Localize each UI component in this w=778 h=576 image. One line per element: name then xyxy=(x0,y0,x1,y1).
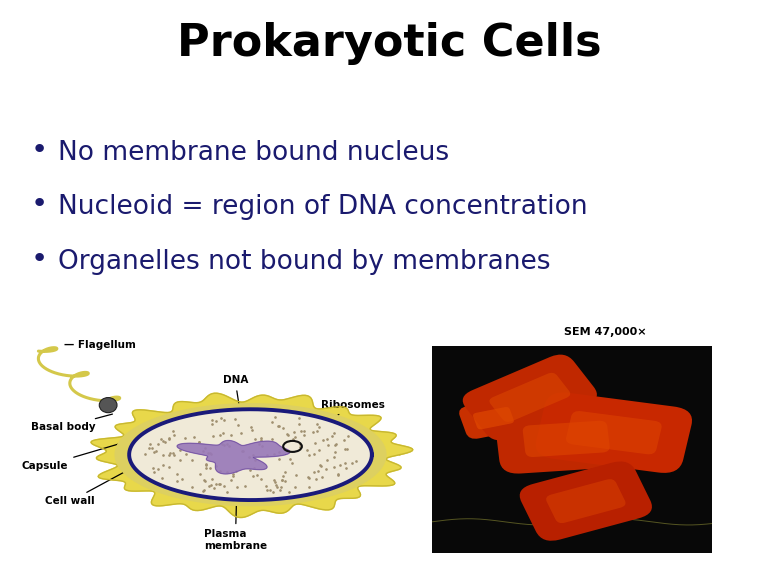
Text: Basal body: Basal body xyxy=(31,414,113,432)
Text: •: • xyxy=(30,191,47,218)
Text: SEM 47,000×: SEM 47,000× xyxy=(564,327,647,337)
Text: •: • xyxy=(30,136,47,164)
FancyBboxPatch shape xyxy=(546,479,626,523)
Polygon shape xyxy=(129,410,372,500)
FancyBboxPatch shape xyxy=(523,421,610,457)
Polygon shape xyxy=(177,441,290,474)
Text: DNA: DNA xyxy=(223,376,248,416)
Polygon shape xyxy=(115,404,386,506)
Text: Capsule: Capsule xyxy=(22,442,127,471)
Text: Nucleoid = region of DNA concentration: Nucleoid = region of DNA concentration xyxy=(58,194,588,221)
Text: Cell wall: Cell wall xyxy=(45,467,134,506)
FancyBboxPatch shape xyxy=(473,407,513,429)
FancyBboxPatch shape xyxy=(459,397,527,439)
Text: Ribosomes: Ribosomes xyxy=(295,400,384,445)
Text: Organelles not bound by membranes: Organelles not bound by membranes xyxy=(58,249,551,275)
FancyBboxPatch shape xyxy=(463,355,597,440)
FancyBboxPatch shape xyxy=(496,404,637,473)
FancyBboxPatch shape xyxy=(535,392,692,473)
Ellipse shape xyxy=(100,397,117,412)
Polygon shape xyxy=(91,393,413,517)
Text: No membrane bound nucleus: No membrane bound nucleus xyxy=(58,139,450,166)
FancyBboxPatch shape xyxy=(566,411,661,454)
Text: — Flagellum: — Flagellum xyxy=(64,340,135,350)
Text: Prokaryotic Cells: Prokaryotic Cells xyxy=(177,22,601,65)
Text: •: • xyxy=(30,245,47,273)
FancyBboxPatch shape xyxy=(520,461,652,541)
FancyBboxPatch shape xyxy=(489,373,570,422)
Text: Plasma
membrane: Plasma membrane xyxy=(204,503,267,551)
